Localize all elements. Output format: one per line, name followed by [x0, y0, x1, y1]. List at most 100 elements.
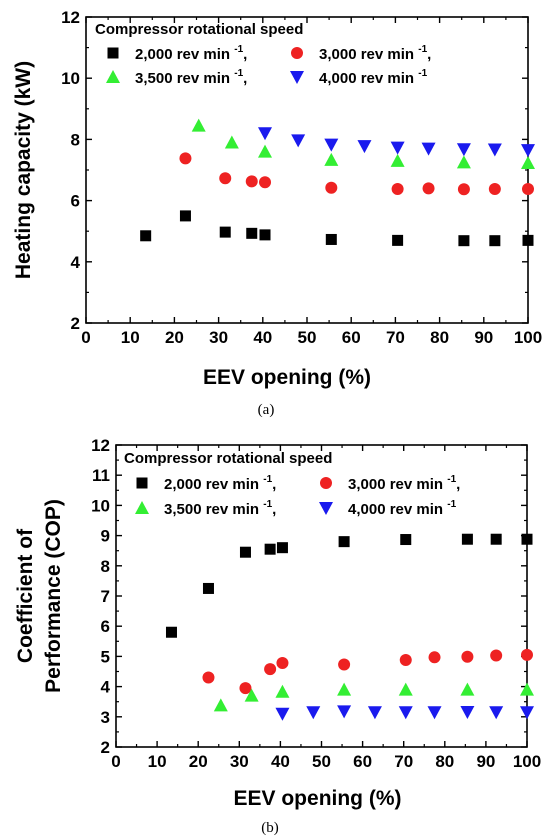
- data-point: [239, 546, 251, 558]
- x-tick-label: 80: [430, 328, 449, 347]
- chart-panel-b: 0 10 20 30 40 50 60 70 80 90 100 2 3 4 5 6 7 8 9 10 11 12 EEV …: [14, 436, 541, 836]
- x-tick-label: 20: [165, 328, 184, 347]
- data-point: [458, 235, 470, 247]
- data-point: [224, 135, 239, 149]
- legend-marker-circle: [320, 477, 332, 489]
- y-axis-label: Heating capacity (kW): [12, 61, 35, 279]
- data-point: [191, 118, 206, 132]
- y-tick-label: 4: [71, 253, 81, 272]
- data-point: [264, 663, 277, 676]
- legend-marker-circle: [291, 47, 303, 59]
- x-tick-label: 80: [435, 752, 454, 771]
- y-tick-label: 8: [71, 130, 80, 149]
- y-tick-label: 2: [71, 314, 80, 333]
- data-point: [522, 234, 534, 246]
- legend-marker-square: [107, 47, 119, 59]
- panel-label: (b): [261, 820, 279, 836]
- x-tick-label: 70: [386, 328, 405, 347]
- x-tick-label: 40: [253, 328, 272, 347]
- x-axis-label: EEV opening (%): [203, 366, 371, 389]
- panel-label: (a): [258, 402, 275, 418]
- legend-entry: 3,500 rev min -1,: [135, 68, 247, 87]
- data-point: [338, 658, 351, 671]
- legend-marker-triangle-down: [290, 71, 304, 84]
- data-point: [521, 155, 535, 169]
- series-square: [165, 533, 533, 638]
- data-point: [259, 229, 271, 241]
- data-point: [457, 183, 470, 196]
- data-point: [244, 688, 259, 702]
- x-tick-label: 30: [230, 752, 249, 771]
- data-point: [461, 650, 474, 663]
- data-point: [324, 152, 339, 166]
- data-point: [219, 172, 232, 185]
- legend-entry: 2,000 rev min -1,: [135, 44, 247, 63]
- y-tick-label: 10: [61, 69, 80, 88]
- legend-title: Compressor rotational speed: [124, 450, 332, 467]
- data-point: [258, 127, 273, 141]
- data-point: [488, 182, 501, 195]
- data-point: [460, 682, 475, 696]
- legend-entry: 4,000 rev min -1: [348, 499, 457, 518]
- data-point: [487, 143, 502, 157]
- chart-panel-a: 0 10 20 30 40 50 60 70 80 90 100 2 4 6 8 10 12 EEV openin…: [12, 8, 542, 418]
- legend-entry: 3,000 rev min -1,: [348, 474, 460, 493]
- data-point: [276, 657, 289, 670]
- data-point: [140, 230, 152, 242]
- data-point: [179, 152, 192, 165]
- y-tick-label: 4: [101, 678, 111, 697]
- data-point: [165, 626, 177, 638]
- data-point: [246, 227, 258, 239]
- legend: Compressor rotational speed 2,000 rev min…: [124, 450, 460, 518]
- x-tick-label: 100: [513, 752, 541, 771]
- y-tick-label: 3: [101, 708, 110, 727]
- data-point: [392, 234, 404, 246]
- data-point: [306, 706, 321, 720]
- legend-entry: 4,000 rev min -1: [319, 68, 428, 87]
- data-point: [489, 706, 504, 720]
- data-point: [337, 682, 352, 696]
- x-tick-label: 20: [189, 752, 208, 771]
- data-point: [390, 141, 405, 155]
- legend-marker-triangle-up: [135, 501, 149, 514]
- x-tick-label: 0: [111, 752, 120, 771]
- data-point: [520, 682, 534, 696]
- data-point: [259, 176, 272, 189]
- x-tick-label: 90: [476, 752, 495, 771]
- data-point: [258, 144, 273, 158]
- legend-entry: 3,000 rev min -1,: [319, 44, 431, 63]
- data-point: [338, 536, 350, 548]
- data-point: [422, 182, 435, 195]
- data-point: [390, 153, 405, 167]
- data-point: [213, 698, 228, 712]
- series-triangle-down: [275, 705, 534, 721]
- data-point: [398, 682, 413, 696]
- data-point: [427, 706, 442, 720]
- data-point: [428, 651, 441, 664]
- series-triangle-down: [258, 127, 535, 158]
- data-point: [456, 143, 471, 157]
- data-point: [264, 543, 276, 555]
- data-point: [367, 706, 382, 720]
- x-tick-label: 70: [394, 752, 413, 771]
- data-point: [391, 182, 404, 195]
- legend-title: Compressor rotational speed: [95, 21, 303, 38]
- y-tick-label: 2: [101, 738, 110, 757]
- series-triangle-up: [213, 682, 534, 712]
- data-point: [522, 182, 534, 195]
- x-tick-label: 10: [121, 328, 140, 347]
- data-point: [460, 705, 475, 719]
- x-tick-label: 60: [353, 752, 372, 771]
- x-tick-label: 50: [312, 752, 331, 771]
- data-point: [202, 582, 214, 594]
- data-point: [276, 542, 288, 554]
- data-point: [456, 155, 471, 169]
- series-circle: [202, 648, 533, 695]
- y-tick-label: 7: [101, 587, 110, 606]
- data-point: [521, 533, 533, 545]
- x-axis-label: EEV opening (%): [234, 787, 402, 810]
- data-point: [325, 233, 337, 245]
- data-point: [324, 138, 339, 152]
- legend: Compressor rotational speed 2,000 rev min…: [95, 21, 431, 87]
- y-axis-label-line: Coefficient of: [14, 528, 37, 663]
